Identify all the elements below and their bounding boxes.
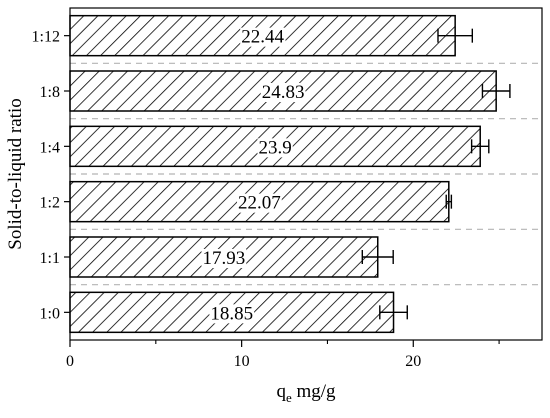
y-axis-ticks: 1:0 1:1 1:2 1:4 1:8 1:12 — [32, 29, 70, 322]
bar-value-label-bg — [257, 138, 293, 158]
y-tick-label: 1:8 — [40, 84, 60, 101]
bar-value-label-bg — [209, 304, 255, 324]
x-tick-label: 10 — [234, 353, 250, 370]
y-tick-label: 1:12 — [32, 29, 60, 46]
bar-value-label-bg — [260, 83, 306, 102]
x-axis-title: qe mg/g — [276, 381, 336, 405]
bar-value-label: 17.93 — [202, 248, 245, 269]
bar-value-label-bg — [240, 27, 286, 47]
x-axis-title-main: q — [276, 381, 286, 402]
y-tick-label: 1:2 — [40, 195, 60, 212]
y-tick-label: 1:4 — [40, 139, 60, 156]
bar-value-label-bg — [237, 193, 282, 213]
bar-value-label: 23.9 — [258, 137, 291, 158]
bar-value-label: 18.85 — [210, 303, 253, 324]
bar-labels-group: 18.85 17.93 22.07 23.9 24.83 22.44 — [201, 27, 306, 324]
x-axis-title-subscript: e — [286, 390, 292, 405]
x-axis-title-unit: mg/g — [292, 381, 336, 402]
bar-value-label: 22.44 — [241, 27, 284, 48]
x-tick-label: 20 — [405, 353, 421, 370]
y-tick-label: 1:1 — [40, 250, 60, 267]
bar-value-label: 24.83 — [262, 82, 305, 103]
bar — [69, 70, 497, 112]
x-axis-ticks: 0 10 20 — [66, 340, 500, 370]
grid-separators — [70, 62, 542, 286]
plot-frame — [69, 7, 543, 341]
bar-value-label: 22.07 — [238, 193, 281, 214]
y-axis-title: Solid-to-liquid ratio — [5, 98, 26, 249]
y-tick-label: 1:0 — [40, 305, 60, 322]
error-bars-group — [361, 28, 511, 320]
bar-value-label-bg — [201, 249, 247, 268]
x-tick-label: 0 — [66, 353, 74, 370]
